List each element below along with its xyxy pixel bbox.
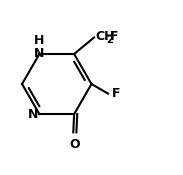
Text: F: F (110, 30, 118, 43)
Text: O: O (70, 138, 80, 150)
Text: N: N (28, 108, 39, 121)
Text: F: F (112, 87, 120, 100)
Text: H: H (34, 34, 45, 47)
Text: CH: CH (96, 30, 115, 43)
Text: 2: 2 (106, 35, 113, 45)
Text: N: N (34, 47, 45, 60)
